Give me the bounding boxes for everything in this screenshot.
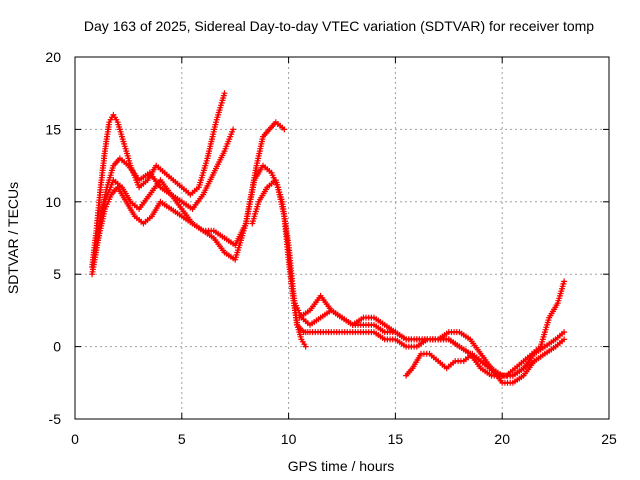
x-tick-label: 15 — [388, 431, 404, 447]
series-track-7 — [296, 292, 538, 379]
x-tick-label: 5 — [178, 431, 186, 447]
y-tick-label: 20 — [45, 49, 61, 65]
series-track-5 — [249, 177, 568, 379]
data-point — [561, 329, 568, 336]
y-tick-label: 10 — [45, 194, 61, 210]
data-point — [230, 126, 237, 133]
y-axis-label: SDTVAR / TECUs — [5, 182, 21, 294]
data-point — [281, 126, 288, 133]
data-point — [561, 336, 568, 343]
data-point — [531, 358, 538, 365]
x-tick-label: 10 — [281, 431, 297, 447]
x-tick-label: 20 — [494, 431, 510, 447]
x-tick-label: 25 — [601, 431, 617, 447]
data-point — [561, 278, 568, 285]
x-axis-label: GPS time / hours — [288, 458, 395, 474]
chart-title: Day 163 of 2025, Sidereal Day-to-day VTE… — [84, 18, 594, 34]
series-track-4 — [93, 162, 309, 350]
data-point — [221, 90, 228, 97]
y-tick-label: 5 — [53, 266, 61, 282]
y-tick-label: 15 — [45, 121, 61, 137]
y-tick-label: 0 — [53, 339, 61, 355]
y-tick-label: -5 — [49, 411, 62, 427]
plot-frame — [74, 56, 610, 420]
grid — [75, 57, 609, 419]
series-line — [95, 164, 307, 348]
data-point — [302, 343, 309, 350]
x-tick-label: 0 — [71, 431, 79, 447]
data-series — [89, 90, 568, 386]
series-track-8 — [403, 278, 568, 379]
series-track-3 — [89, 119, 288, 278]
axis-ticks: 0 5 10 15 20 25 -5 0 5 10 15 20 — [45, 49, 617, 447]
